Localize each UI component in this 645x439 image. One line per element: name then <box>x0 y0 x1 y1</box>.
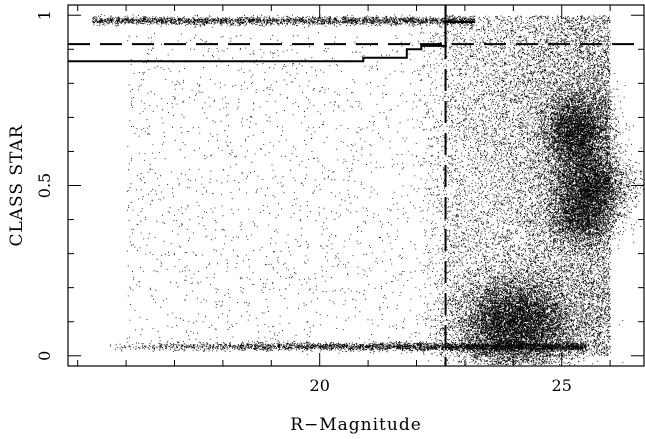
line-star-selection-boundary <box>68 21 475 63</box>
y-tick-label: 0 <box>35 351 54 361</box>
x-tick-label: 20 <box>310 376 330 395</box>
y-axis-title: CLASS STAR <box>7 124 27 246</box>
points-faint-galaxy-blob <box>411 232 624 366</box>
x-tick-label: 25 <box>552 376 572 395</box>
points-galaxy-sequence <box>109 338 587 356</box>
points-star-sequence <box>92 14 476 28</box>
x-axis-title: R−Magnitude <box>290 415 422 435</box>
axis-ticks <box>68 5 644 366</box>
points-faint-upper-blob <box>516 52 634 203</box>
points-sparse-bright-scatter <box>126 32 466 347</box>
y-tick-label: 0.5 <box>35 173 54 198</box>
axis-tick-labels: 20 25 0 0.5 1 <box>35 10 572 395</box>
selection-lines <box>68 5 644 366</box>
scatter-points <box>92 14 645 366</box>
y-tick-label: 1 <box>35 10 54 20</box>
